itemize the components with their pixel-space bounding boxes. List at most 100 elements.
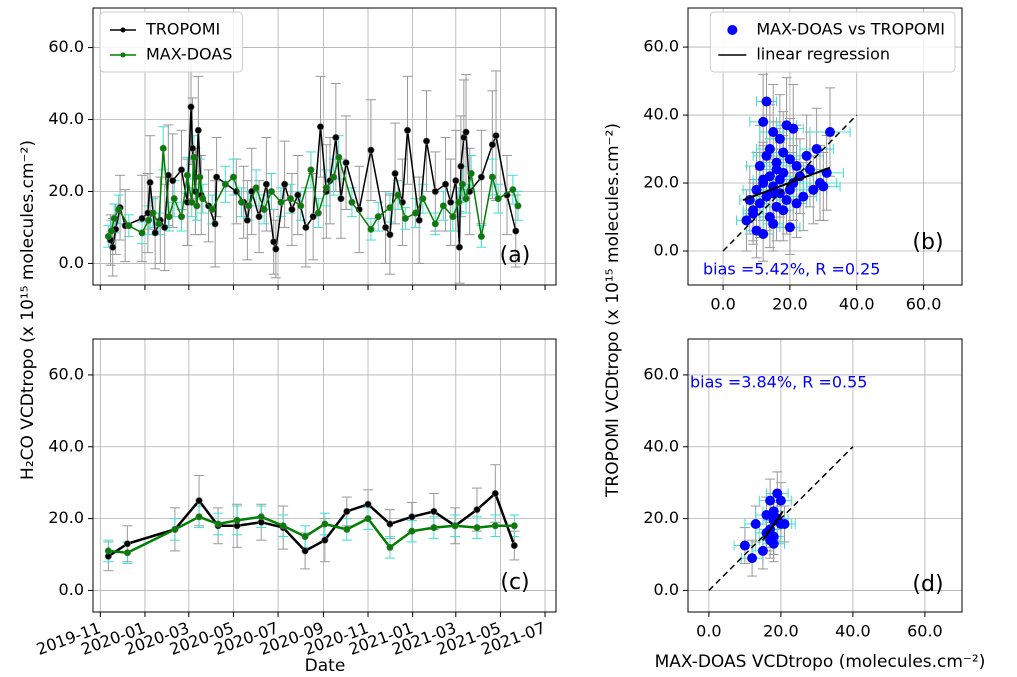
data-point	[449, 213, 457, 221]
data-point	[458, 180, 466, 188]
data-point	[125, 222, 133, 230]
data-point	[452, 177, 460, 185]
x-tick-label: 20.0	[772, 295, 808, 314]
data-point	[509, 186, 517, 194]
data-point	[757, 545, 768, 556]
legend-box	[99, 11, 243, 73]
legend-marker	[120, 52, 126, 58]
data-point	[754, 161, 765, 172]
data-point	[739, 540, 750, 551]
panel: 0.0 20.0 40.0 60.0 0.0 20.0 40.0 60.0 (d) bias =3…	[643, 338, 986, 672]
data-point	[314, 209, 322, 217]
data-point	[109, 243, 117, 251]
plot-area	[103, 48, 523, 284]
data-point	[784, 222, 795, 233]
data-point	[161, 223, 169, 231]
data-point	[178, 213, 186, 221]
data-point	[374, 213, 382, 221]
legend-box	[709, 11, 956, 73]
axes-frame	[687, 7, 963, 286]
data-point	[170, 195, 178, 203]
data-point	[123, 540, 131, 548]
data-point	[110, 214, 118, 222]
data-point	[394, 191, 402, 199]
x-tick-label: 40.0	[839, 295, 875, 314]
data-point	[145, 216, 153, 224]
data-point	[332, 134, 340, 142]
data-point	[243, 216, 251, 224]
y-tick-label: 20.0	[643, 173, 679, 192]
data-point	[457, 162, 465, 170]
data-point	[343, 507, 351, 515]
data-point	[778, 167, 789, 178]
data-point	[194, 126, 202, 134]
data-point	[423, 137, 431, 145]
y-tick-label: 40.0	[643, 436, 679, 455]
data-point	[213, 173, 221, 181]
data-point	[211, 220, 219, 228]
data-point	[348, 198, 356, 206]
data-point	[104, 547, 112, 555]
data-point	[412, 209, 420, 217]
data-point	[791, 198, 802, 209]
data-point	[382, 223, 390, 231]
data-point	[307, 166, 315, 174]
y-tick-label: 0.0	[654, 580, 679, 599]
legend-item: MAX-DOAS	[110, 45, 232, 64]
axes-frame	[92, 338, 557, 613]
data-point	[159, 144, 167, 152]
data-point	[747, 553, 758, 564]
x-axis-label: MAX-DOAS VCDtropo (molecules.cm⁻²)	[655, 652, 986, 672]
data-point	[415, 216, 423, 224]
data-point	[309, 213, 317, 221]
data-point	[221, 180, 229, 188]
data-point	[104, 232, 112, 240]
y-tick-label: 60.0	[643, 37, 679, 56]
panel-label: (d)	[912, 572, 943, 597]
data-point	[431, 220, 439, 228]
y-tick-label: 20.0	[48, 181, 84, 200]
y-tick-label: 40.0	[643, 105, 679, 124]
data-point	[514, 202, 522, 210]
annotation: bias =5.42%, R =0.25	[703, 260, 880, 279]
data-point	[386, 520, 394, 528]
x-tick-label: 60.0	[907, 622, 943, 641]
data-point	[391, 169, 399, 177]
data-point	[477, 232, 485, 240]
regression-line	[742, 166, 831, 201]
data-point	[367, 225, 375, 233]
data-point	[768, 218, 779, 229]
reference-line	[708, 446, 854, 591]
data-point	[462, 128, 470, 136]
data-point	[335, 153, 343, 161]
data-point	[337, 195, 345, 203]
y-tick-label: 20.0	[48, 508, 84, 527]
data-point	[404, 126, 412, 134]
data-point	[330, 173, 338, 181]
data-point	[195, 497, 203, 505]
data-point	[401, 214, 409, 222]
data-point	[297, 202, 305, 210]
x-tick-label: 20.0	[763, 622, 799, 641]
panel-label: (a)	[500, 243, 531, 268]
panel-label: (b)	[912, 230, 943, 255]
annotation: bias =3.84%, R =0.55	[690, 373, 867, 392]
data-point	[364, 515, 372, 523]
data-point	[367, 146, 375, 154]
data-point	[488, 141, 496, 149]
data-point	[431, 187, 439, 195]
data-point	[386, 543, 394, 551]
data-point	[778, 205, 789, 216]
data-point	[758, 229, 769, 240]
data-point	[419, 195, 427, 203]
data-point	[301, 533, 309, 541]
data-point	[277, 198, 285, 206]
panel: 0.0 20.0 40.0 60.0 0.0 20.0 40.0 60.0 (b) bias =5…	[603, 7, 963, 498]
data-point	[123, 549, 131, 557]
legend-item: linear regression	[718, 45, 890, 64]
data-point	[138, 229, 146, 237]
data-point	[741, 215, 752, 226]
data-point	[245, 202, 253, 210]
data-point	[751, 184, 762, 195]
